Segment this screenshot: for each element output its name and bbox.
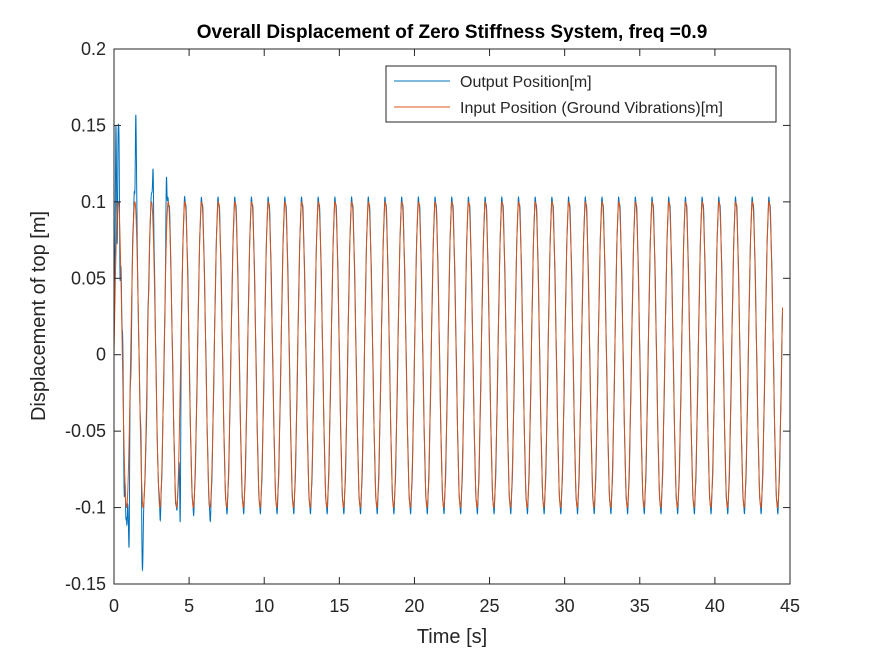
y-tick-label: 0.05 <box>71 268 106 288</box>
x-tick-label: 25 <box>480 596 500 616</box>
y-tick-label: -0.05 <box>65 421 106 441</box>
x-tick-label: 35 <box>630 596 650 616</box>
legend-box <box>385 65 777 123</box>
legend: Output Position[m] Input Position (Groun… <box>385 65 777 123</box>
x-tick-label: 45 <box>780 596 800 616</box>
y-axis-label: Displacement of top [m] <box>28 211 50 421</box>
series-line-input <box>113 201 783 509</box>
x-tick-label: 0 <box>109 596 119 616</box>
legend-label-output: Output Position[m] <box>460 74 592 91</box>
y-tick-label: -0.1 <box>75 498 106 518</box>
y-tick-label: 0.15 <box>71 115 106 135</box>
y-tick-label: -0.15 <box>65 574 106 594</box>
x-tick-label: 15 <box>329 596 349 616</box>
x-tick-label: 10 <box>254 596 274 616</box>
y-tick-label: 0.2 <box>81 39 106 59</box>
x-tick-label: 30 <box>555 596 575 616</box>
x-tick-label: 40 <box>705 596 725 616</box>
series-lines <box>113 114 783 572</box>
legend-label-input: Input Position (Ground Vibrations)[m] <box>460 100 723 117</box>
y-tick-label: 0.1 <box>81 192 106 212</box>
x-axis-label: Time [s] <box>417 626 487 648</box>
chart-title: Overall Displacement of Zero Stiffness S… <box>197 22 708 43</box>
x-axis: 0 5 10 15 20 25 30 35 40 45 <box>109 49 800 616</box>
x-tick-label: 20 <box>404 596 424 616</box>
y-tick-label: 0 <box>96 345 106 365</box>
y-axis: -0.15 -0.1 -0.05 0 0.05 0.1 0.15 0.2 <box>65 39 790 594</box>
x-tick-label: 5 <box>184 596 194 616</box>
axes-box <box>113 48 791 585</box>
plot-area <box>114 49 790 584</box>
